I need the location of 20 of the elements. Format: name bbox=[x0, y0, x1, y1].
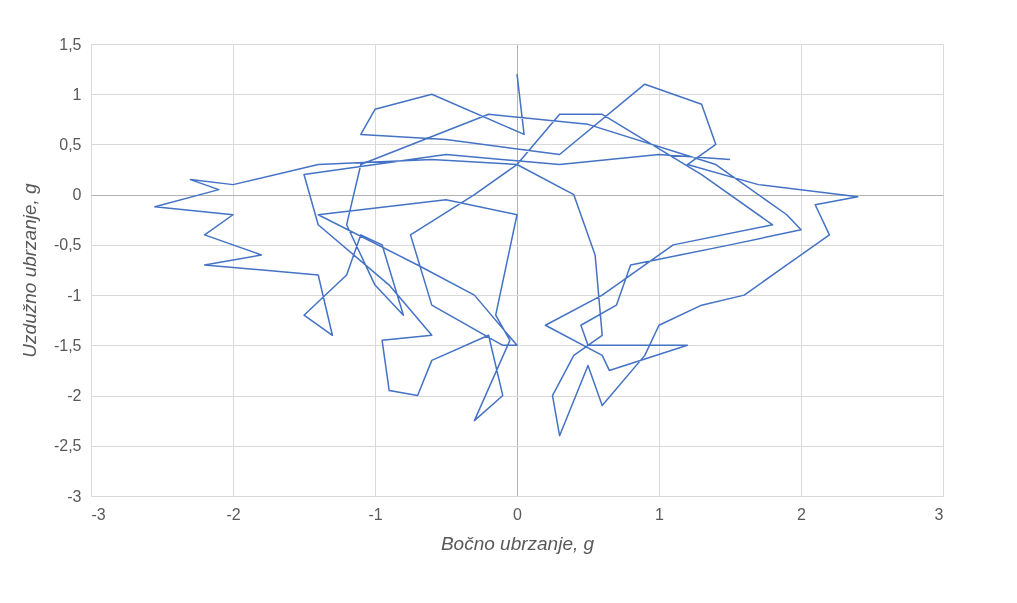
x-tick-label: -3 bbox=[91, 505, 106, 523]
y-tick-label: 1 bbox=[72, 85, 82, 103]
y-tick-label: -3 bbox=[67, 487, 82, 505]
y-tick-label: -1,5 bbox=[53, 336, 82, 354]
x-tick-label: 0 bbox=[513, 505, 523, 523]
y-tick-label: 0,5 bbox=[59, 135, 82, 153]
y-tick-label: -0,5 bbox=[53, 236, 82, 254]
x-tick-label: 1 bbox=[655, 505, 665, 523]
x-tick-label: 3 bbox=[934, 505, 944, 523]
y-tick-label: 1,5 bbox=[59, 35, 82, 53]
y-tick-label: -1 bbox=[67, 286, 82, 304]
x-axis-title: Bočno ubrzanje, g bbox=[440, 532, 595, 554]
y-axis-title: Uzdužno ubrzanje, g bbox=[18, 182, 40, 358]
x-tick-label: 2 bbox=[797, 505, 807, 523]
line-series bbox=[154, 73, 859, 437]
y-tick-label: -2,5 bbox=[53, 437, 82, 455]
x-tick-label: -1 bbox=[368, 505, 383, 523]
y-tick-label: -2 bbox=[67, 387, 82, 405]
x-tick-label: -2 bbox=[226, 505, 241, 523]
y-tick-label: 0 bbox=[72, 186, 82, 204]
